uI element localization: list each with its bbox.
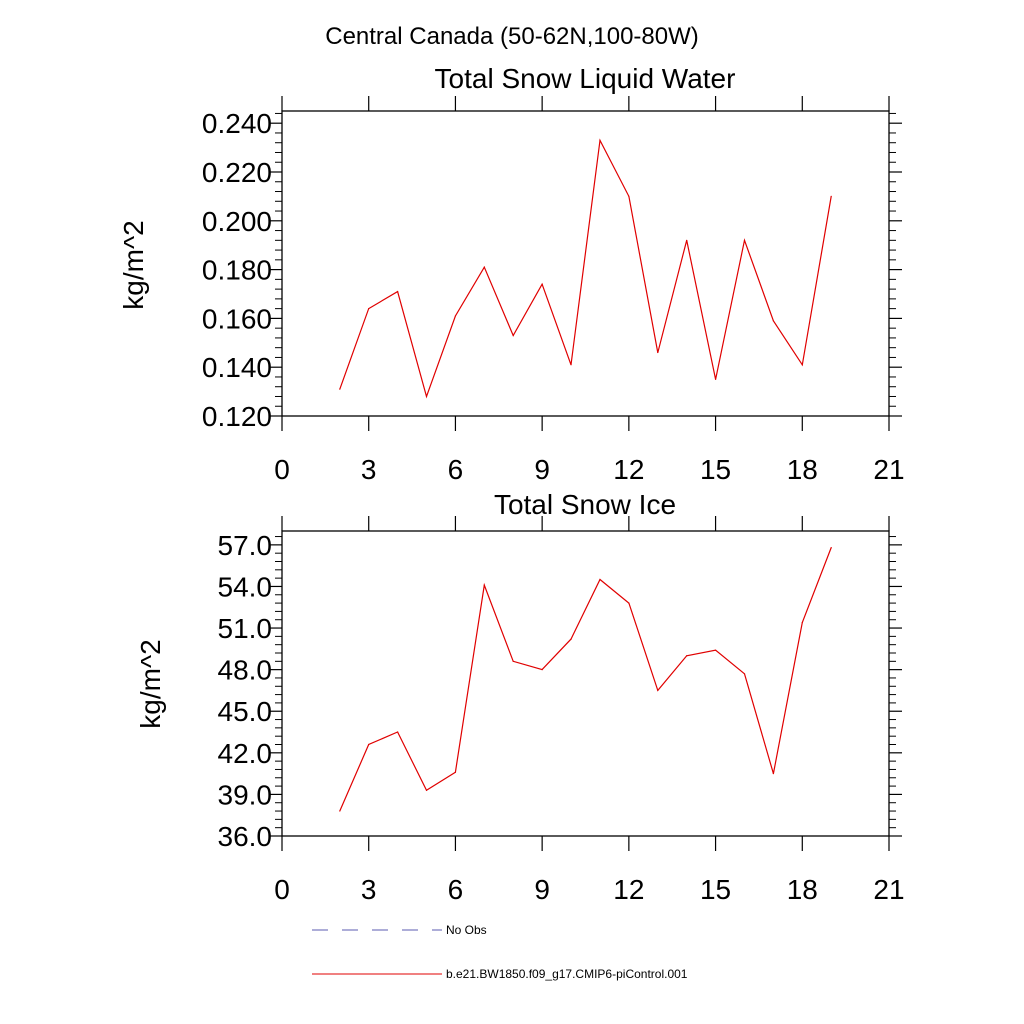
data-point bbox=[454, 315, 457, 317]
data-point bbox=[830, 195, 832, 197]
x-tick-label: 21 bbox=[873, 454, 904, 485]
data-point bbox=[512, 334, 514, 337]
y-tick-label: 0.220 bbox=[202, 157, 272, 188]
data-point bbox=[657, 689, 659, 692]
y-tick-label: 0.240 bbox=[202, 108, 272, 139]
x-tick-label: 15 bbox=[700, 874, 731, 905]
x-tick-label: 18 bbox=[787, 454, 818, 485]
x-tick-label: 21 bbox=[873, 874, 904, 905]
data-point bbox=[801, 364, 803, 366]
data-point bbox=[772, 773, 774, 775]
series-line bbox=[339, 547, 832, 812]
y-tick-label: 0.140 bbox=[202, 352, 272, 383]
data-point bbox=[397, 290, 399, 293]
x-tick-label: 9 bbox=[534, 874, 550, 905]
data-point bbox=[454, 771, 457, 773]
data-point bbox=[339, 810, 341, 812]
y-tick-label: 54.0 bbox=[218, 571, 273, 602]
y-tick-label: 36.0 bbox=[218, 821, 273, 852]
y-tick-label: 0.160 bbox=[202, 303, 272, 334]
y-tick-label: 45.0 bbox=[218, 696, 273, 727]
y-tick-label: 57.0 bbox=[218, 530, 273, 561]
y-tick-label: 0.120 bbox=[202, 401, 272, 432]
legend-label-no-obs: No Obs bbox=[446, 923, 487, 937]
data-point bbox=[339, 388, 341, 390]
data-point bbox=[483, 584, 485, 586]
chart-title: Total Snow Ice bbox=[494, 489, 676, 520]
y-axis-label: kg/m^2 bbox=[135, 639, 166, 728]
data-point bbox=[801, 621, 803, 624]
x-tick-label: 12 bbox=[613, 454, 644, 485]
data-point bbox=[599, 578, 601, 581]
x-tick-label: 15 bbox=[700, 454, 731, 485]
data-point bbox=[657, 351, 659, 354]
y-tick-labels: 0.120 0.140 0.160 0.180 0.200 0.220 0.240 bbox=[202, 108, 272, 432]
x-tick-label: 3 bbox=[361, 454, 377, 485]
page-title: Central Canada (50-62N,100-80W) bbox=[325, 23, 699, 50]
x-tick-label: 3 bbox=[361, 874, 377, 905]
data-point bbox=[714, 649, 717, 651]
legend-label-model: b.e21.BW1850.f09_g17.CMIP6-piControl.001 bbox=[446, 967, 688, 981]
x-tick-labels: 0 3 6 9 12 15 18 21 bbox=[274, 454, 904, 485]
plot-frame bbox=[281, 530, 890, 837]
data-point bbox=[743, 673, 746, 675]
x-tick-label: 6 bbox=[448, 874, 464, 905]
x-tick-label: 6 bbox=[448, 454, 464, 485]
x-tick-label: 0 bbox=[274, 454, 290, 485]
y-tick-labels: 36.0 39.0 42.0 45.0 48.0 51.0 54.0 57.0 bbox=[218, 530, 273, 852]
data-point bbox=[599, 139, 601, 141]
series-group bbox=[339, 547, 832, 812]
y-tick-label: 0.200 bbox=[202, 206, 272, 237]
data-point bbox=[743, 239, 746, 241]
data-point bbox=[425, 789, 428, 791]
data-point bbox=[686, 239, 688, 241]
data-point bbox=[628, 195, 630, 197]
snow-liquid-water-chart: Total Snow Liquid Water kg/m^2 0.120 0.14… bbox=[118, 63, 905, 485]
chart-title: Total Snow Liquid Water bbox=[435, 63, 736, 94]
data-point bbox=[686, 655, 688, 657]
data-point bbox=[425, 395, 428, 398]
snow-ice-chart: Total Snow Ice kg/m^2 36.0 39.0 42.0 45.0 48… bbox=[135, 489, 905, 905]
data-point bbox=[570, 638, 572, 640]
y-tick-label: 48.0 bbox=[218, 655, 273, 686]
data-point bbox=[397, 731, 399, 733]
data-point bbox=[483, 266, 485, 268]
series-group bbox=[339, 138, 832, 399]
data-point bbox=[368, 308, 370, 310]
axis-ticks bbox=[269, 516, 902, 851]
y-tick-label: 39.0 bbox=[218, 779, 273, 810]
x-tick-labels: 0 3 6 9 12 15 18 21 bbox=[274, 874, 904, 905]
series-line bbox=[339, 138, 832, 399]
axis-ticks bbox=[269, 96, 902, 431]
data-point bbox=[368, 743, 370, 746]
data-point bbox=[830, 547, 832, 549]
x-tick-label: 9 bbox=[534, 454, 550, 485]
data-point bbox=[570, 364, 572, 366]
y-tick-label: 42.0 bbox=[218, 738, 273, 769]
data-point bbox=[512, 660, 514, 662]
y-axis-label: kg/m^2 bbox=[118, 220, 149, 309]
x-tick-label: 12 bbox=[613, 874, 644, 905]
x-tick-label: 18 bbox=[787, 874, 818, 905]
data-point bbox=[541, 669, 543, 671]
data-point bbox=[541, 283, 543, 285]
data-point bbox=[628, 602, 630, 604]
plot-frame bbox=[281, 110, 890, 417]
y-tick-label: 51.0 bbox=[218, 613, 273, 644]
data-point bbox=[772, 320, 774, 322]
legend: No Obs b.e21.BW1850.f09_g17.CMIP6-piCont… bbox=[312, 923, 688, 981]
data-point bbox=[714, 378, 717, 380]
x-tick-label: 0 bbox=[274, 874, 290, 905]
y-tick-label: 0.180 bbox=[202, 255, 272, 286]
